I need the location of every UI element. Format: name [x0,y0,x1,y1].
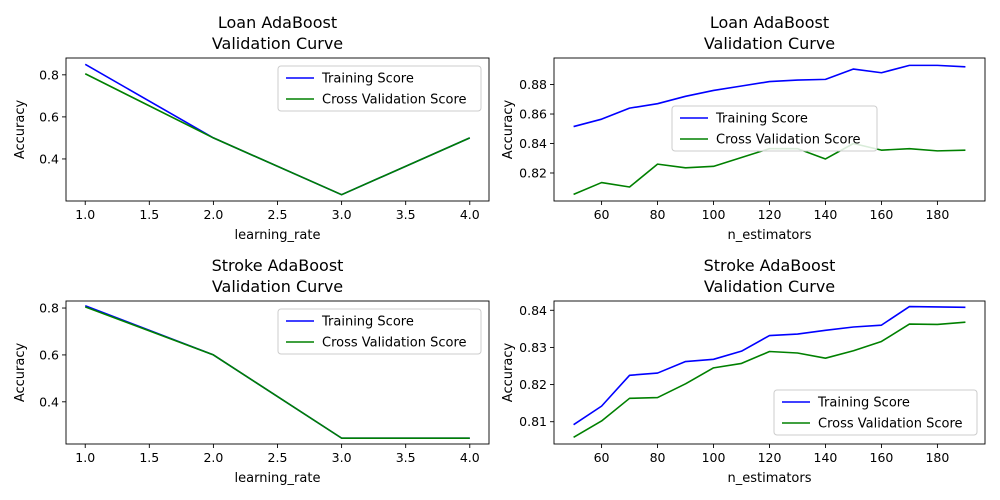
y-axis-label: Accuracy [13,100,28,160]
x-tick-label: 1.5 [139,450,159,465]
legend: Training Score Cross Validation Score [277,65,482,112]
chart-title-line: Validation Curve [212,34,343,53]
y-tick-label: 0.86 [519,107,547,122]
x-tick-label: 4.0 [460,207,480,222]
x-axis-label: n_estimators [727,228,811,243]
chart-4: Stroke AdaBoost Validation Curve 60 80 100 12… [501,256,986,486]
x-tick-label: 1.0 [75,207,95,222]
y-tick-label: 0.84 [519,303,547,318]
x-axis-label: learning_rate [235,471,321,486]
x-tick-label: 2.0 [203,450,223,465]
y-tick-label: 0.83 [519,340,547,355]
y-axis-label: Accuracy [13,343,28,403]
x-tick-label: 140 [814,450,838,465]
x-axis-label: n_estimators [727,471,811,486]
chart-title-line: Stroke AdaBoost [704,256,836,275]
legend-label: Cross Validation Score [818,417,963,432]
x-tick-label: 80 [650,450,666,465]
x-tick-label: 2.5 [268,450,288,465]
y-axis-label: Accuracy [501,343,516,403]
series-line-cross-validation-score [573,321,966,439]
chart-2: Loan AdaBoost Validation Curve 60 80 100 120 1… [501,13,986,243]
y-tick-label: 0.81 [519,414,547,429]
x-tick-label: 3.5 [396,207,416,222]
x-tick-label: 80 [650,207,666,222]
legend-label: Cross Validation Score [322,93,467,108]
y-tick-label: 0.8 [39,67,59,82]
legend-label: Training Score [321,315,414,330]
y-axis-label: Accuracy [501,100,516,160]
x-tick-label: 3.0 [332,450,352,465]
x-tick-label: 180 [925,207,949,222]
legend-box [277,308,482,355]
x-tick-label: 1.5 [139,207,159,222]
chart-title-line: Stroke AdaBoost [212,256,344,275]
series-line-training-score [573,305,966,426]
x-tick-label: 140 [814,207,838,222]
y-tick-label: 0.88 [519,77,547,92]
y-tick-label: 0.4 [39,394,59,409]
legend-label: Training Score [715,112,808,127]
legend-box [671,105,878,152]
x-tick-label: 2.5 [268,207,288,222]
x-tick-label: 2.0 [203,207,223,222]
series-line-cross-validation-score [84,73,471,196]
chart-3: Stroke AdaBoost Validation Curve 1.0 1.5 2.0… [13,256,490,486]
x-axis-label: learning_rate [235,228,321,243]
x-tick-label: 60 [594,207,610,222]
legend-box [277,65,482,112]
legend: Training Score Cross Validation Score [671,105,878,152]
chart-title-line: Loan AdaBoost [710,13,829,32]
x-tick-label: 3.5 [396,450,416,465]
y-tick-label: 0.82 [519,377,547,392]
x-tick-label: 1.0 [75,450,95,465]
series-line-cross-validation-score [84,306,470,439]
legend-box [773,389,978,436]
x-tick-label: 4.0 [460,450,480,465]
legend-label: Cross Validation Score [322,336,467,351]
chart-title-line: Validation Curve [704,34,835,53]
y-tick-label: 0.82 [519,165,547,180]
y-tick-label: 0.6 [39,109,59,124]
x-tick-label: 60 [594,450,610,465]
x-tick-label: 3.0 [332,207,352,222]
x-tick-label: 100 [702,207,726,222]
chart-title-line: Loan AdaBoost [218,13,337,32]
chart-title-line: Validation Curve [212,277,343,296]
x-tick-label: 100 [702,450,726,465]
legend-label: Training Score [321,72,414,87]
legend: Training Score Cross Validation Score [773,389,978,436]
y-tick-label: 0.4 [39,151,59,166]
legend-label: Cross Validation Score [716,133,861,148]
series-line-training-score [573,64,966,128]
chart-1: Loan AdaBoost Validation Curve 1.0 1.5 2.0 2.… [13,13,490,243]
x-tick-label: 160 [870,450,894,465]
x-tick-label: 120 [758,450,782,465]
y-tick-label: 0.8 [39,301,59,316]
chart-title-line: Validation Curve [704,277,835,296]
y-tick-label: 0.84 [519,136,547,151]
x-tick-label: 160 [870,207,894,222]
x-tick-label: 120 [758,207,782,222]
x-tick-label: 180 [925,450,949,465]
legend: Training Score Cross Validation Score [277,308,482,355]
y-tick-label: 0.6 [39,347,59,362]
legend-label: Training Score [817,396,910,411]
